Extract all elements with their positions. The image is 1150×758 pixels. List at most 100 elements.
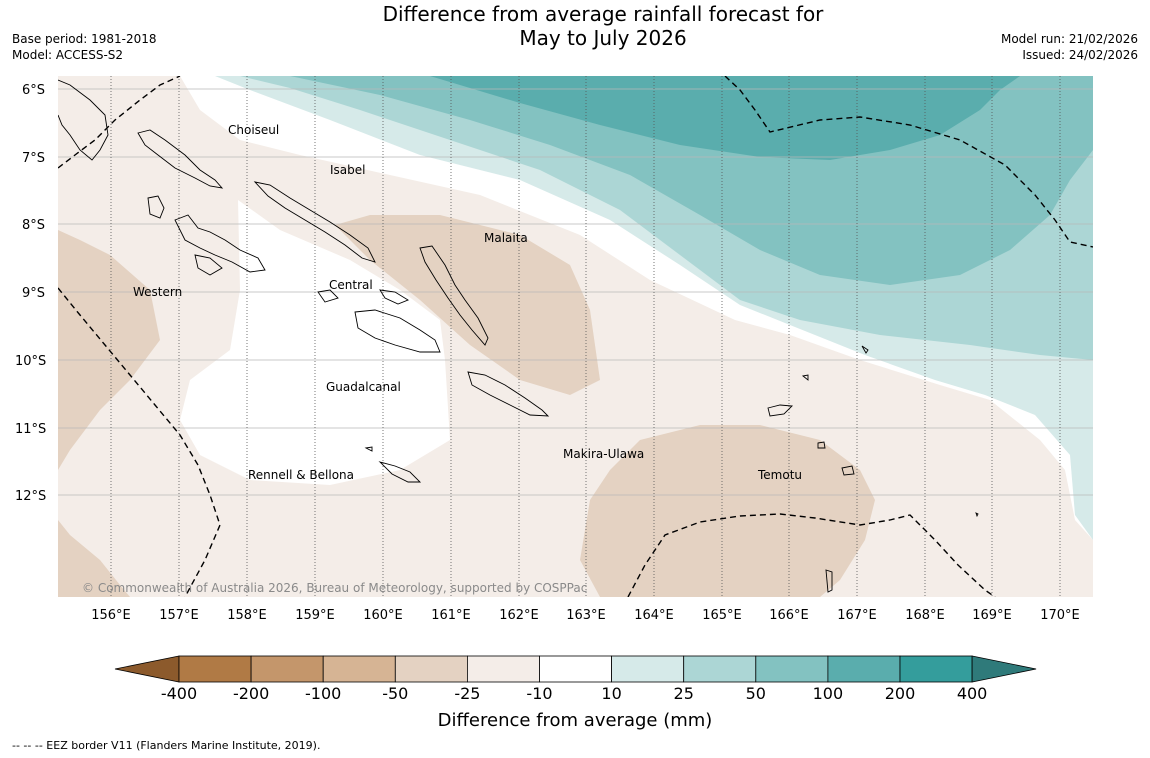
eez-southwest	[58, 287, 221, 597]
colorbar-segment	[539, 655, 612, 683]
colorbar-segment	[178, 655, 252, 683]
colorbar-tick-label: 25	[674, 684, 694, 703]
base-period: Base period: 1981-2018	[12, 32, 157, 46]
colorbar-segment	[611, 655, 685, 683]
lon-label: 156°E	[91, 608, 131, 623]
lon-label: 161°E	[431, 608, 471, 623]
island-anuta	[825, 569, 833, 593]
dry-patch-malaita	[335, 215, 600, 395]
lat-label: 10°S	[15, 354, 46, 369]
colorbar-tick-label: -50	[382, 684, 408, 703]
colorbar-segment	[683, 655, 757, 683]
islands	[58, 79, 979, 593]
meta-left: Base period: 1981-2018 Model: ACCESS-S2	[12, 31, 157, 63]
lon-label: 162°E	[499, 608, 539, 623]
map-area: Choiseul Isabel Malaita Central Western …	[58, 76, 1093, 597]
colorbar-tick-label: 400	[957, 684, 988, 703]
colorbar-segment	[827, 655, 901, 683]
colorbar-segment	[755, 655, 829, 683]
lon-label: 168°E	[905, 608, 945, 623]
dry-patch-southwest	[58, 520, 130, 597]
colorbar-tick-label: -200	[233, 684, 269, 703]
lat-label: 12°S	[15, 489, 46, 504]
lon-label: 169°E	[972, 608, 1012, 623]
island-santa-cruz	[767, 404, 794, 417]
colorbar-tick-label: 50	[746, 684, 766, 703]
label-makira-ulawa: Makira-Ulawa	[563, 447, 644, 461]
island-tikopia	[975, 512, 979, 518]
lon-label: 157°E	[159, 608, 199, 623]
colorbar-tick-label: -400	[161, 684, 197, 703]
longitude-labels: 156°E 157°E 158°E 159°E 160°E 161°E 162°…	[91, 608, 1080, 623]
lat-label: 9°S	[22, 286, 45, 301]
eez-south	[627, 513, 996, 597]
colorbar-tick-label: 100	[813, 684, 844, 703]
colorbar: -400 -200 -100 -50 -25 -10 10 25 50 100 200 400	[114, 655, 1037, 703]
island-malaita	[419, 245, 489, 346]
lat-label: 7°S	[22, 151, 45, 166]
colorbar-title: Difference from average (mm)	[438, 710, 713, 731]
label-guadalcanal: Guadalcanal	[326, 380, 401, 394]
white-region-sw	[180, 200, 450, 485]
label-isabel: Isabel	[330, 163, 365, 177]
model-run: Model run: 21/02/2026	[1000, 32, 1138, 46]
label-western: Western	[133, 285, 182, 299]
lat-label: 6°S	[22, 83, 45, 98]
lon-label: 167°E	[837, 608, 877, 623]
lat-label: 11°S	[15, 422, 46, 437]
lon-label: 170°E	[1040, 608, 1080, 623]
colorbar-extend-low	[114, 655, 180, 683]
colorbar-tick-label: -25	[454, 684, 480, 703]
island-utupua	[817, 441, 826, 449]
title-line-2: May to July 2026	[519, 26, 687, 50]
latitude-labels: 6°S 7°S 8°S 9°S 10°S 11°S 12°S	[15, 83, 46, 504]
island-bellona	[364, 446, 373, 452]
island-choiseul	[137, 129, 224, 189]
colorbar-extend-high	[971, 655, 1037, 683]
copyright-credit: © Commonwealth of Australia 2026, Bureau…	[82, 581, 587, 595]
colorbar-segment	[322, 655, 396, 683]
colorbar-segment	[466, 655, 540, 683]
label-rennell-bellona: Rennell & Bellona	[248, 468, 354, 482]
lon-label: 158°E	[227, 608, 267, 623]
label-malaita: Malaita	[484, 231, 528, 245]
colorbar-segment	[250, 655, 324, 683]
lon-label: 165°E	[702, 608, 742, 623]
label-central: Central	[329, 278, 373, 292]
lon-label: 164°E	[634, 608, 674, 623]
map-title: Difference from average rainfall forecas…	[0, 2, 1150, 50]
island-bougainville	[58, 79, 109, 161]
eez-border	[58, 76, 1093, 597]
label-choiseul: Choiseul	[228, 123, 279, 137]
latitude-gridlines	[58, 88, 1093, 496]
lon-label: 160°E	[363, 608, 403, 623]
island-makira	[467, 371, 550, 417]
colorbar-tick-label: -10	[526, 684, 552, 703]
island-reef-islands	[801, 374, 809, 381]
island-duff	[861, 345, 869, 354]
colorbar-tick-label: 10	[601, 684, 621, 703]
lon-label: 166°E	[769, 608, 809, 623]
island-russell	[379, 289, 409, 305]
colorbar-tick-label: -100	[305, 684, 341, 703]
eez-west	[58, 76, 181, 169]
lon-label: 159°E	[295, 608, 335, 623]
island-new-georgia	[174, 214, 266, 273]
issued-date: Issued: 24/02/2026	[1022, 48, 1138, 62]
title-line-1: Difference from average rainfall forecas…	[382, 2, 824, 26]
label-temotu: Temotu	[757, 468, 802, 482]
island-vanikoro	[841, 465, 855, 476]
colorbar-segment	[899, 655, 973, 683]
island-isabel	[253, 181, 376, 263]
wet-band-100-200	[430, 76, 1020, 160]
island-vella-lavella	[147, 195, 165, 219]
island-rennell	[378, 461, 422, 483]
eez-east	[724, 76, 1093, 248]
lat-label: 8°S	[22, 218, 45, 233]
island-nggela	[317, 289, 339, 303]
lon-label: 163°E	[566, 608, 606, 623]
meta-right: Model run: 21/02/2026 Issued: 24/02/2026	[1001, 31, 1138, 63]
model-name: Model: ACCESS-S2	[12, 48, 124, 62]
island-guadalcanal	[354, 309, 441, 353]
